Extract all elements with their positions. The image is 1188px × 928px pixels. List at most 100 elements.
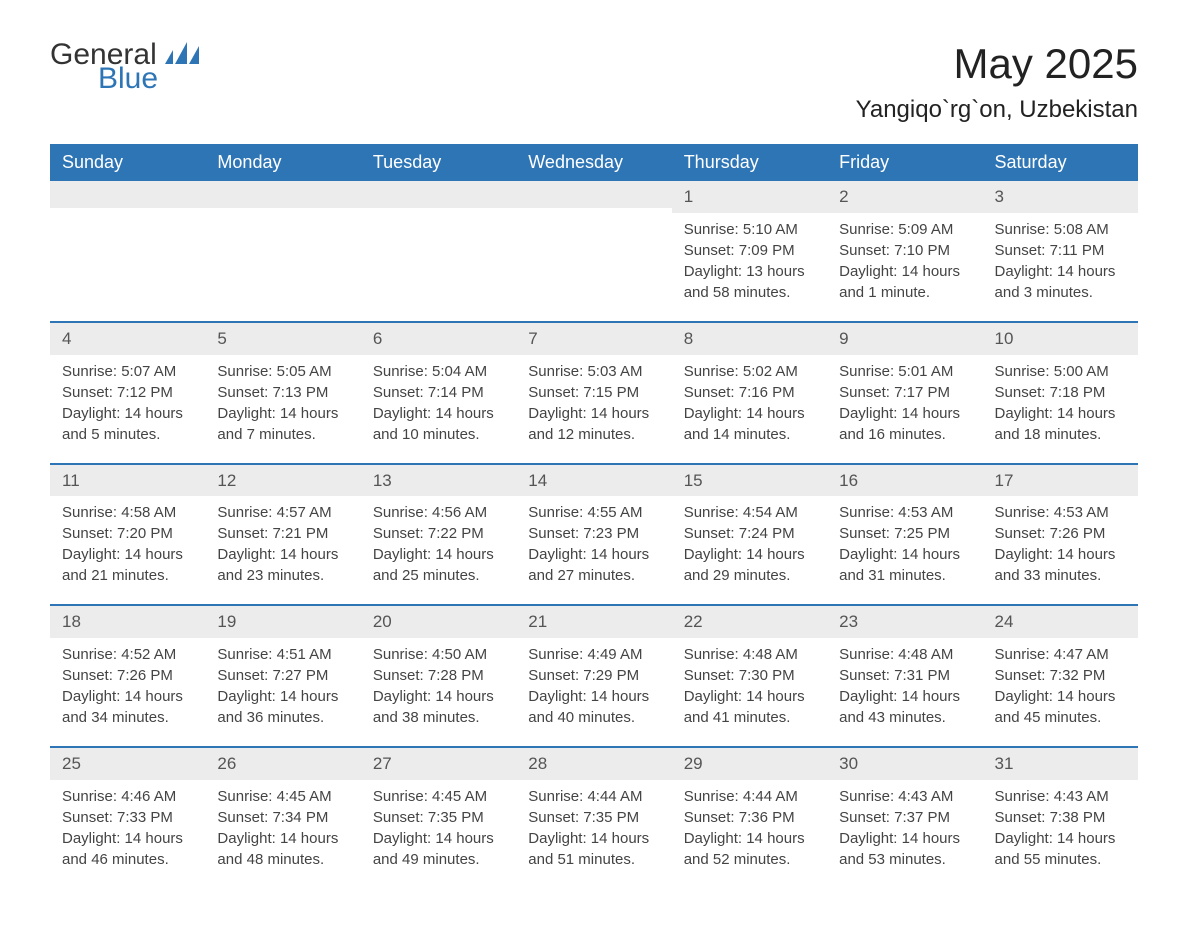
daylight-line: Daylight: 14 hours and 41 minutes. xyxy=(684,686,815,728)
day-number: 23 xyxy=(827,606,982,638)
sunset-line: Sunset: 7:14 PM xyxy=(373,382,504,403)
sunset-line: Sunset: 7:09 PM xyxy=(684,240,815,261)
calendar-cell: 29Sunrise: 4:44 AMSunset: 7:36 PMDayligh… xyxy=(672,748,827,888)
weekday-header: Sunday xyxy=(50,144,205,181)
sunset-line: Sunset: 7:36 PM xyxy=(684,807,815,828)
sunrise-line: Sunrise: 4:52 AM xyxy=(62,644,193,665)
daylight-line: Daylight: 14 hours and 38 minutes. xyxy=(373,686,504,728)
calendar-cell: 11Sunrise: 4:58 AMSunset: 7:20 PMDayligh… xyxy=(50,465,205,605)
sunrise-line: Sunrise: 5:10 AM xyxy=(684,219,815,240)
day-number: 29 xyxy=(672,748,827,780)
day-number: 12 xyxy=(205,465,360,497)
day-number: 27 xyxy=(361,748,516,780)
weekday-header: Monday xyxy=(205,144,360,181)
calendar-cell: 7Sunrise: 5:03 AMSunset: 7:15 PMDaylight… xyxy=(516,323,671,463)
calendar-week: 1Sunrise: 5:10 AMSunset: 7:09 PMDaylight… xyxy=(50,181,1138,321)
day-number: 9 xyxy=(827,323,982,355)
day-details: Sunrise: 4:47 AMSunset: 7:32 PMDaylight:… xyxy=(983,638,1138,746)
day-number: 31 xyxy=(983,748,1138,780)
sunrise-line: Sunrise: 4:45 AM xyxy=(217,786,348,807)
sunrise-line: Sunrise: 5:07 AM xyxy=(62,361,193,382)
calendar-week: 4Sunrise: 5:07 AMSunset: 7:12 PMDaylight… xyxy=(50,321,1138,463)
sunrise-line: Sunrise: 4:46 AM xyxy=(62,786,193,807)
location-subtitle: Yangiqo`rg`on, Uzbekistan xyxy=(856,96,1138,124)
calendar-cell: 31Sunrise: 4:43 AMSunset: 7:38 PMDayligh… xyxy=(983,748,1138,888)
day-number: 4 xyxy=(50,323,205,355)
daylight-line: Daylight: 14 hours and 5 minutes. xyxy=(62,403,193,445)
day-details: Sunrise: 5:10 AMSunset: 7:09 PMDaylight:… xyxy=(672,213,827,321)
day-details: Sunrise: 5:02 AMSunset: 7:16 PMDaylight:… xyxy=(672,355,827,463)
calendar-cell: 22Sunrise: 4:48 AMSunset: 7:30 PMDayligh… xyxy=(672,606,827,746)
logo-chart-icon xyxy=(165,42,199,69)
day-number xyxy=(361,181,516,208)
sunset-line: Sunset: 7:25 PM xyxy=(839,523,970,544)
sunrise-line: Sunrise: 5:01 AM xyxy=(839,361,970,382)
calendar-cell: 4 Sunrise: 5:07 AMSunset: 7:12 PMDaylight… xyxy=(50,323,205,463)
daylight-line: Daylight: 14 hours and 3 minutes. xyxy=(995,261,1126,303)
daylight-line: Daylight: 13 hours and 58 minutes. xyxy=(684,261,815,303)
day-number xyxy=(516,181,671,208)
daylight-line: Daylight: 14 hours and 51 minutes. xyxy=(528,828,659,870)
sunset-line: Sunset: 7:31 PM xyxy=(839,665,970,686)
sunrise-line: Sunrise: 4:58 AM xyxy=(62,502,193,523)
sunset-line: Sunset: 7:22 PM xyxy=(373,523,504,544)
calendar-cell: 19Sunrise: 4:51 AMSunset: 7:27 PMDayligh… xyxy=(205,606,360,746)
day-details: Sunrise: 4:49 AMSunset: 7:29 PMDaylight:… xyxy=(516,638,671,746)
calendar-cell: 12Sunrise: 4:57 AMSunset: 7:21 PMDayligh… xyxy=(205,465,360,605)
weekday-header: Tuesday xyxy=(361,144,516,181)
daylight-line: Daylight: 14 hours and 31 minutes. xyxy=(839,544,970,586)
calendar-cell: 24Sunrise: 4:47 AMSunset: 7:32 PMDayligh… xyxy=(983,606,1138,746)
daylight-line: Daylight: 14 hours and 18 minutes. xyxy=(995,403,1126,445)
calendar-cell: 18Sunrise: 4:52 AMSunset: 7:26 PMDayligh… xyxy=(50,606,205,746)
calendar-cell: 8Sunrise: 5:02 AMSunset: 7:16 PMDaylight… xyxy=(672,323,827,463)
sunset-line: Sunset: 7:34 PM xyxy=(217,807,348,828)
sunset-line: Sunset: 7:12 PM xyxy=(62,382,193,403)
day-details: Sunrise: 4:56 AMSunset: 7:22 PMDaylight:… xyxy=(361,496,516,604)
day-details: Sunrise: 4:58 AMSunset: 7:20 PMDaylight:… xyxy=(50,496,205,604)
day-number: 20 xyxy=(361,606,516,638)
daylight-line: Daylight: 14 hours and 29 minutes. xyxy=(684,544,815,586)
daylight-line: Daylight: 14 hours and 34 minutes. xyxy=(62,686,193,728)
calendar-week: 18Sunrise: 4:52 AMSunset: 7:26 PMDayligh… xyxy=(50,604,1138,746)
calendar-cell xyxy=(361,181,516,321)
sunset-line: Sunset: 7:21 PM xyxy=(217,523,348,544)
day-number: 5 xyxy=(205,323,360,355)
day-number: 7 xyxy=(516,323,671,355)
daylight-line: Daylight: 14 hours and 48 minutes. xyxy=(217,828,348,870)
day-number: 28 xyxy=(516,748,671,780)
weekday-header: Wednesday xyxy=(516,144,671,181)
day-details: Sunrise: 5:01 AMSunset: 7:17 PMDaylight:… xyxy=(827,355,982,463)
day-number: 26 xyxy=(205,748,360,780)
day-details: Sunrise: 4:52 AMSunset: 7:26 PMDaylight:… xyxy=(50,638,205,746)
day-details: Sunrise: 4:44 AMSunset: 7:36 PMDaylight:… xyxy=(672,780,827,888)
day-details: Sunrise: 5:04 AMSunset: 7:14 PMDaylight:… xyxy=(361,355,516,463)
sunset-line: Sunset: 7:15 PM xyxy=(528,382,659,403)
day-details: Sunrise: 4:43 AMSunset: 7:37 PMDaylight:… xyxy=(827,780,982,888)
daylight-line: Daylight: 14 hours and 23 minutes. xyxy=(217,544,348,586)
sunset-line: Sunset: 7:10 PM xyxy=(839,240,970,261)
sunset-line: Sunset: 7:33 PM xyxy=(62,807,193,828)
day-details: Sunrise: 4:53 AMSunset: 7:25 PMDaylight:… xyxy=(827,496,982,604)
day-number: 3 xyxy=(983,181,1138,213)
sunrise-line: Sunrise: 4:48 AM xyxy=(839,644,970,665)
daylight-line: Daylight: 14 hours and 55 minutes. xyxy=(995,828,1126,870)
calendar-cell: 5Sunrise: 5:05 AMSunset: 7:13 PMDaylight… xyxy=(205,323,360,463)
day-number: 1 xyxy=(672,181,827,213)
daylight-line: Daylight: 14 hours and 12 minutes. xyxy=(528,403,659,445)
sunrise-line: Sunrise: 4:51 AM xyxy=(217,644,348,665)
daylight-line: Daylight: 14 hours and 36 minutes. xyxy=(217,686,348,728)
day-details: Sunrise: 5:05 AMSunset: 7:13 PMDaylight:… xyxy=(205,355,360,463)
sunrise-line: Sunrise: 4:45 AM xyxy=(373,786,504,807)
daylight-line: Daylight: 14 hours and 45 minutes. xyxy=(995,686,1126,728)
calendar-cell: 28Sunrise: 4:44 AMSunset: 7:35 PMDayligh… xyxy=(516,748,671,888)
day-number: 11 xyxy=(50,465,205,497)
day-number: 13 xyxy=(361,465,516,497)
day-number: 30 xyxy=(827,748,982,780)
calendar-cell: 25Sunrise: 4:46 AMSunset: 7:33 PMDayligh… xyxy=(50,748,205,888)
calendar-cell: 6Sunrise: 5:04 AMSunset: 7:14 PMDaylight… xyxy=(361,323,516,463)
calendar-cell: 14Sunrise: 4:55 AMSunset: 7:23 PMDayligh… xyxy=(516,465,671,605)
sunrise-line: Sunrise: 5:00 AM xyxy=(995,361,1126,382)
calendar-cell: 10Sunrise: 5:00 AMSunset: 7:18 PMDayligh… xyxy=(983,323,1138,463)
calendar-cell: 16Sunrise: 4:53 AMSunset: 7:25 PMDayligh… xyxy=(827,465,982,605)
day-number: 16 xyxy=(827,465,982,497)
